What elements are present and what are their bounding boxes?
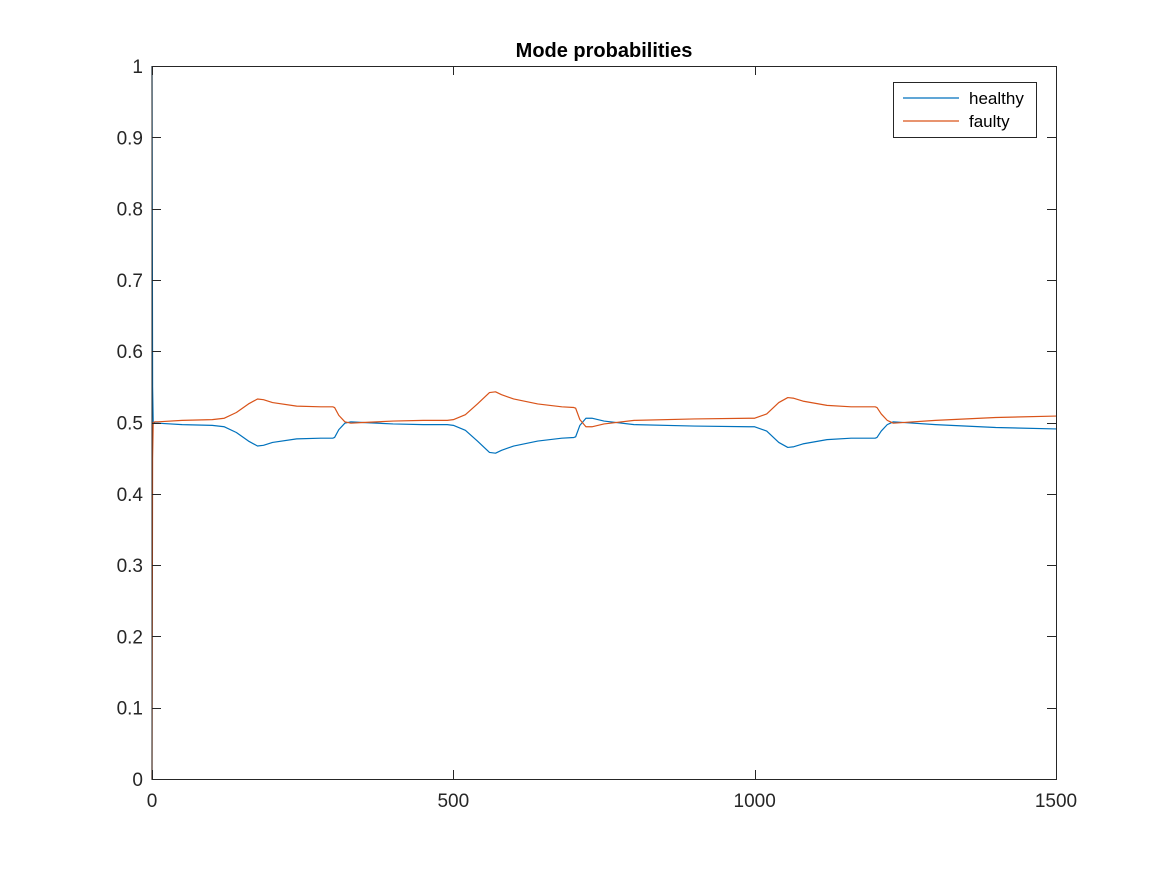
x-tick-label: 500: [437, 791, 469, 812]
y-tick-label: 0.9: [117, 128, 143, 149]
legend: healthy faulty: [893, 82, 1037, 138]
y-tick-label: 0.1: [117, 699, 143, 720]
y-tick-label: 1: [132, 57, 143, 78]
x-tick-label: 1000: [734, 791, 776, 812]
series-line-faulty: [151, 391, 1057, 780]
plot-area: [152, 66, 1056, 779]
x-tick-label: 1500: [1035, 791, 1077, 812]
y-tick-label: 0.5: [117, 414, 143, 435]
x-tick-label: 0: [147, 791, 158, 812]
y-tick-label: 0.7: [117, 271, 143, 292]
chart-title: Mode probabilities: [516, 40, 693, 62]
y-tick-label: 0: [132, 770, 143, 791]
series-layer: [151, 65, 1057, 780]
y-tick-label: 0.8: [117, 200, 143, 221]
series-line-healthy: [151, 65, 1057, 454]
legend-box: [893, 82, 1037, 138]
legend-label-healthy: healthy: [969, 89, 1024, 108]
tick-layer: 0 500 1000 1500 0 0.1 0.2 0.3 0.4 0.5 0.6 0.7 0.8 0.9…: [117, 57, 1078, 812]
y-tick-label: 0.4: [117, 485, 144, 506]
y-tick-label: 0.2: [117, 627, 143, 648]
legend-label-faulty: faulty: [969, 112, 1010, 131]
y-tick-label: 0.3: [117, 556, 143, 577]
y-tick-label: 0.6: [117, 342, 143, 363]
